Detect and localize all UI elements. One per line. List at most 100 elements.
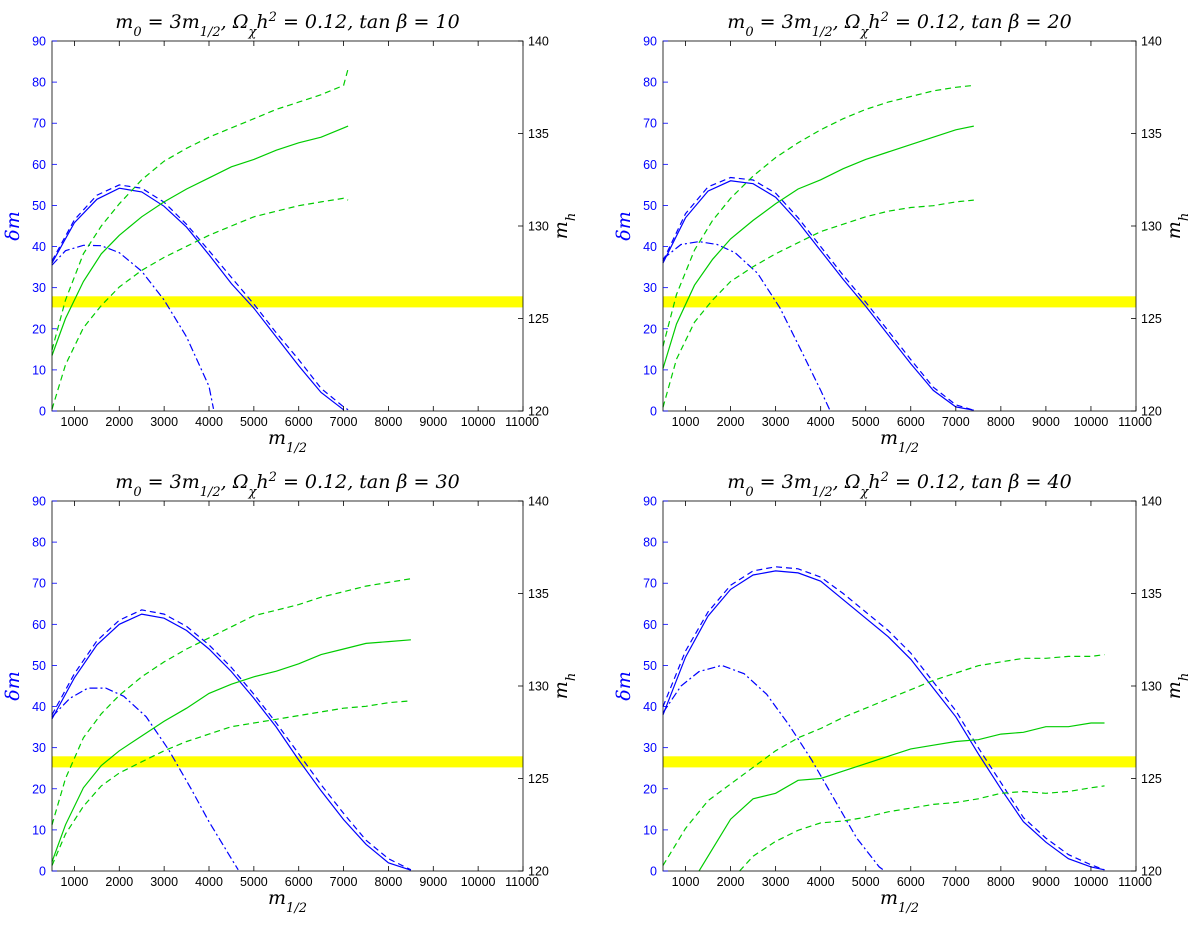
y-right-axis-label: mh [1163,673,1192,699]
plot-frame [51,500,524,872]
title-part: h [256,471,268,493]
x-tick-label: 8000 [375,415,403,429]
y-right-axis-label: mh [1163,213,1192,239]
x-axis-label-main: m [880,427,898,449]
title-part: h [868,11,880,33]
higgs-mass-band [663,756,1136,768]
x-tick-label: 4000 [195,415,223,429]
x-tick-label: 2000 [105,415,133,429]
y-right-axis-label-main: m [1163,681,1185,699]
title-part: 0 [745,25,753,40]
x-tick-label: 9000 [419,875,447,889]
chart-title: m0 = 3m1/2, Ωχh2 = 0.12, tan β = 10 [115,10,459,40]
y-right-axis-label-sub: h [1177,673,1192,681]
y-right-tick-label: 140 [1141,35,1162,49]
x-axis-label-main: m [268,427,286,449]
y-right-axis-label-main: m [550,221,572,239]
y-left-axis-label: δm [2,671,24,700]
x-tick-label: 10000 [461,875,496,889]
title-part: h [256,11,268,33]
x-tick-label: 2000 [105,875,133,889]
x-tick-label: 7000 [330,875,358,889]
y-right-axis-label-sub: h [1177,213,1192,221]
y-right-axis-label: mh [550,673,579,699]
chart-panel: 1000 2000 3000 4000 5000 6000 7000 8000 9000 1000… [2,10,579,456]
title-part: 1/2 [812,25,833,40]
delta-m-series-dashed-line [662,566,1105,871]
mh-series-dashed-line [662,84,974,347]
y-left-tick-label: 90 [643,495,657,509]
x-axis-label: m1/2 [880,887,919,916]
y-left-tick-label: 50 [643,659,657,673]
title-part: , Ω [833,11,861,33]
y-left-tick-label: 10 [32,363,46,377]
x-tick-label: 9000 [419,415,447,429]
y-left-tick-label: 70 [32,577,46,591]
title-part: m [727,11,745,33]
chart-title: m0 = 3m1/2, Ωχh2 = 0.12, tan β = 40 [727,470,1071,500]
y-left-tick-label: 10 [643,363,657,377]
title-part: = 3m [754,471,812,493]
mh-series-solid-line [51,639,411,863]
title-part: 0 [133,485,141,500]
chart-panel: 1000 2000 3000 4000 5000 6000 7000 8000 9000 1000… [613,10,1192,456]
chart-title: m0 = 3m1/2, Ωχh2 = 0.12, tan β = 20 [727,10,1071,40]
y-left-tick-label: 80 [643,76,657,90]
x-tick-label: 6000 [285,415,313,429]
y-left-tick-label: 0 [650,865,657,879]
delta-m-series-solid-line [51,613,412,871]
title-part: 0 [745,485,753,500]
title-part: 2 [880,10,889,25]
mh-series-dashed-line [51,197,349,410]
higgs-mass-band [663,296,1136,308]
title-part: 1/2 [812,485,833,500]
x-axis-label-sub: 1/2 [286,901,307,916]
y-left-tick-label: 60 [643,158,657,172]
title-part: χ [859,25,869,40]
delta-m-series-solid-line [662,180,974,411]
x-tick-label: 10000 [1074,415,1109,429]
title-part: = 0.12, tan β = 10 [277,11,460,33]
y-right-tick-label: 135 [528,127,549,141]
y-left-tick-label: 60 [32,618,46,632]
y-left-tick-label: 10 [643,823,657,837]
y-left-tick-label: 40 [643,700,657,714]
x-tick-label: 5000 [240,415,268,429]
title-part: = 0.12, tan β = 30 [277,471,460,493]
x-axis-label-sub: 1/2 [286,441,307,456]
x-tick-label: 4000 [807,415,835,429]
title-part: χ [247,25,257,40]
title-part: 2 [268,470,277,485]
y-right-tick-label: 120 [1141,405,1162,419]
y-left-axis-label: δm [613,671,635,700]
y-right-tick-label: 120 [528,865,549,879]
y-left-tick-label: 30 [643,741,657,755]
y-right-axis-label: mh [550,213,579,239]
delta-m-series-solid-line [662,570,1105,871]
mh-series-dashed-line [51,700,411,866]
y-left-tick-label: 60 [643,618,657,632]
x-tick-label: 4000 [195,875,223,889]
y-right-axis-label-sub: h [564,673,579,681]
title-part: m [727,471,745,493]
y-right-tick-label: 130 [528,220,549,234]
x-tick-label: 8000 [375,875,403,889]
y-right-tick-label: 120 [1141,865,1162,879]
x-tick-label: 11000 [505,415,539,429]
x-tick-label: 6000 [285,875,313,889]
y-left-tick-label: 90 [643,35,657,49]
y-right-tick-label: 125 [528,312,549,326]
title-part: h [868,471,880,493]
x-axis-label: m1/2 [268,887,307,916]
mh-series-dashed-line [662,654,1105,866]
x-tick-label: 3000 [150,415,178,429]
y-left-tick-label: 0 [39,865,46,879]
y-left-tick-label: 50 [32,659,46,673]
y-left-tick-label: 40 [643,240,657,254]
x-tick-label: 1000 [672,415,700,429]
y-left-tick-label: 0 [39,405,46,419]
chart-panel: 1000 2000 3000 4000 5000 6000 7000 8000 9000 1000… [613,470,1192,916]
x-axis-label-sub: 1/2 [898,441,919,456]
title-part: χ [247,485,257,500]
